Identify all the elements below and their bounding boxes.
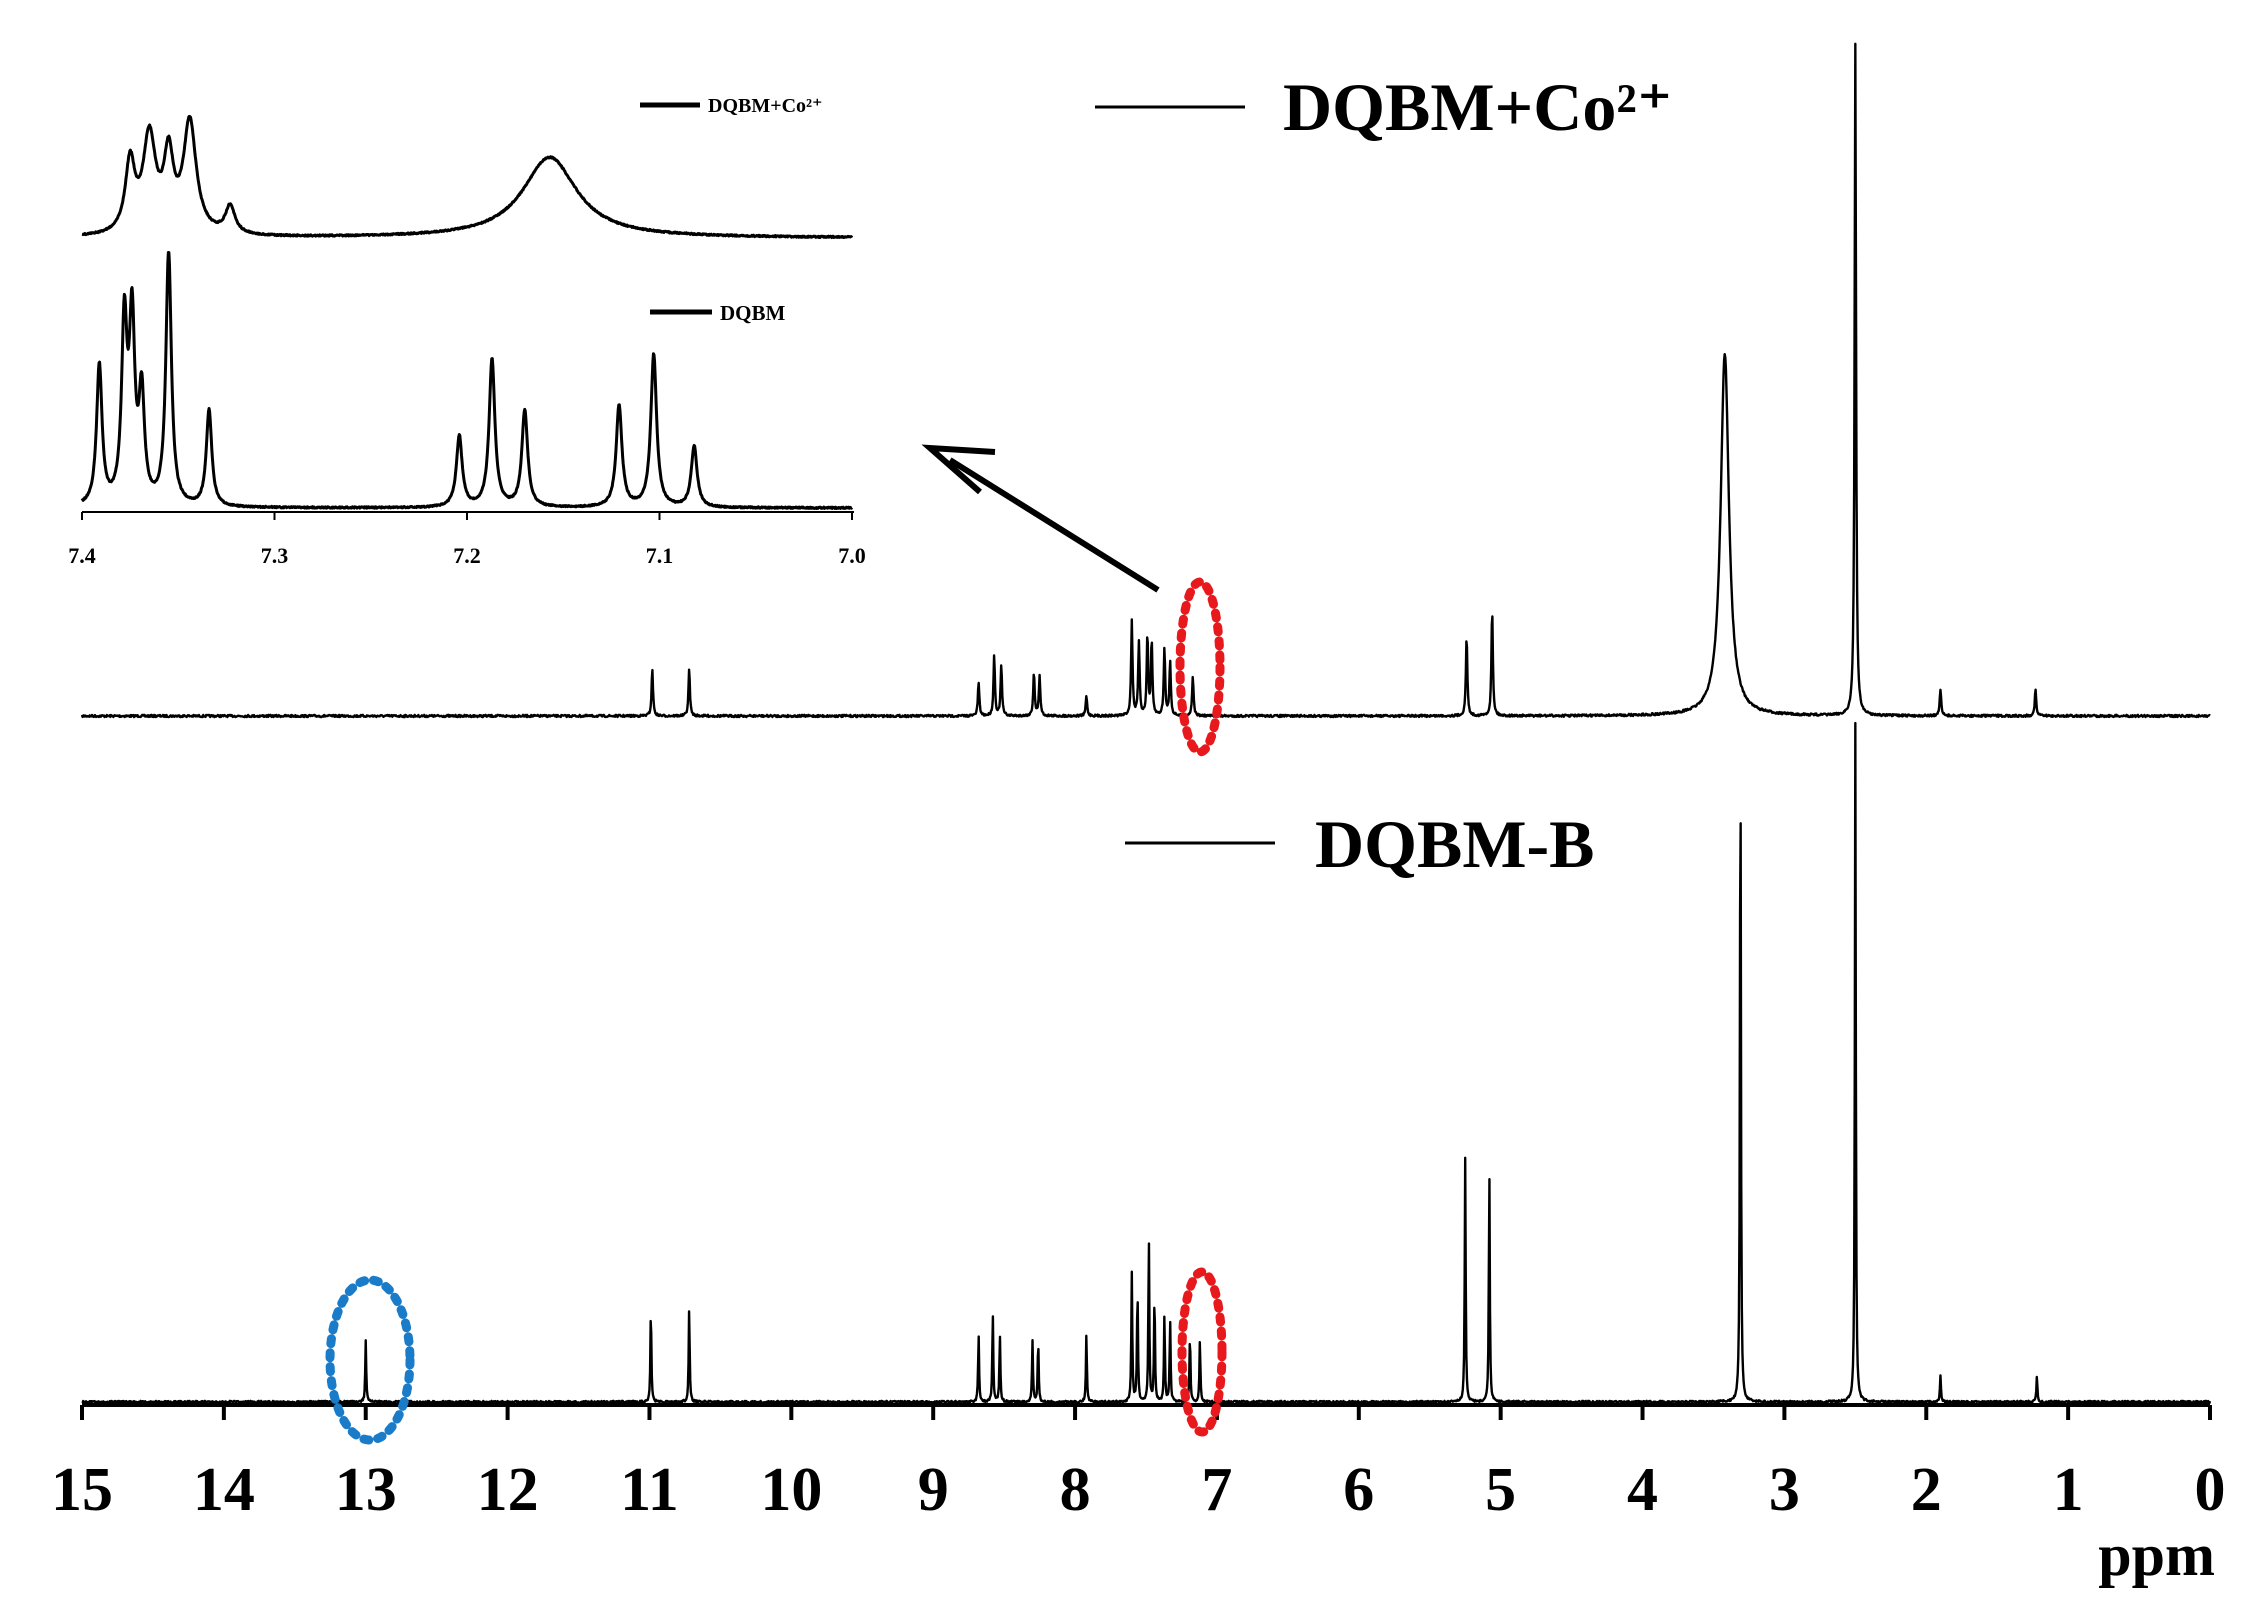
spectrum-dqbm-b [81, 721, 2212, 1405]
x-tick-label: 4 [1627, 1456, 1658, 1524]
inset-legend-label-dqbm-co: DQBM+Co²⁺ [708, 95, 823, 117]
x-axis-ticks: 15 14 13 12 11 10 9 8 7 6 5 4 3 2 1 0 [51, 1405, 2226, 1524]
annotations [325, 444, 1227, 1445]
main-x-axis: 15 14 13 12 11 10 9 8 7 6 5 4 3 2 1 0 ppm [51, 1403, 2226, 1588]
x-tick-label: 11 [620, 1456, 679, 1524]
x-tick-label: 8 [1060, 1456, 1091, 1524]
x-tick-label: 13 [335, 1456, 397, 1524]
inset-legend-label-dqbm: DQBM [720, 301, 786, 325]
legend-label-dqbm-co: DQBM+Co²⁺ [1283, 69, 1673, 145]
inset-x-tick-label: 7.4 [68, 543, 96, 568]
inset-legend-dqbm: DQBM [650, 301, 786, 325]
inset-spectrum-dqbm-co [81, 114, 854, 240]
inset-x-tick-label: 7.2 [453, 543, 481, 568]
x-tick-label: 15 [51, 1456, 113, 1524]
x-tick-label: 2 [1911, 1456, 1942, 1524]
inset-x-tick-label: 7.3 [261, 543, 289, 568]
legend-dqbm-b: DQBM-B [1125, 806, 1595, 882]
x-tick-label: 0 [2195, 1456, 2226, 1524]
x-tick-label: 14 [193, 1456, 255, 1524]
legend-label-dqbm-b: DQBM-B [1315, 806, 1595, 882]
inset-spectrum-dqbm [80, 250, 854, 510]
highlight-ellipse-b-13ppm [325, 1275, 415, 1445]
spectrum-dqbm-co [80, 42, 2211, 719]
inset-x-tick-label: 7.1 [646, 543, 674, 568]
inset-x-tick-label: 7.0 [838, 543, 866, 568]
highlight-ellipse-b-7ppm [1177, 1267, 1227, 1437]
x-tick-label: 3 [1769, 1456, 1800, 1524]
x-tick-label: 5 [1485, 1456, 1516, 1524]
highlight-ellipse-co-7ppm [1175, 577, 1225, 757]
x-tick-label: 6 [1343, 1456, 1374, 1524]
legend-dqbm-co: DQBM+Co²⁺ [1095, 69, 1673, 145]
x-tick-label: 12 [477, 1456, 539, 1524]
x-tick-label: 1 [2053, 1456, 2084, 1524]
x-tick-label: 9 [918, 1456, 949, 1524]
main-spectra [80, 42, 2212, 1405]
arrow-shaft [948, 457, 1160, 593]
arrow-head [921, 444, 996, 495]
x-tick-label: 7 [1201, 1456, 1232, 1524]
inset-chart: 7.4 7.3 7.2 7.1 7.0 DQBM+Co²⁺ DQBM [68, 95, 866, 568]
x-tick-label: 10 [760, 1456, 822, 1524]
inset-legend-dqbm-co: DQBM+Co²⁺ [640, 95, 823, 117]
inset-x-axis-ticks: 7.4 7.3 7.2 7.1 7.0 [68, 512, 866, 568]
x-axis-label: ppm [2098, 1522, 2215, 1588]
